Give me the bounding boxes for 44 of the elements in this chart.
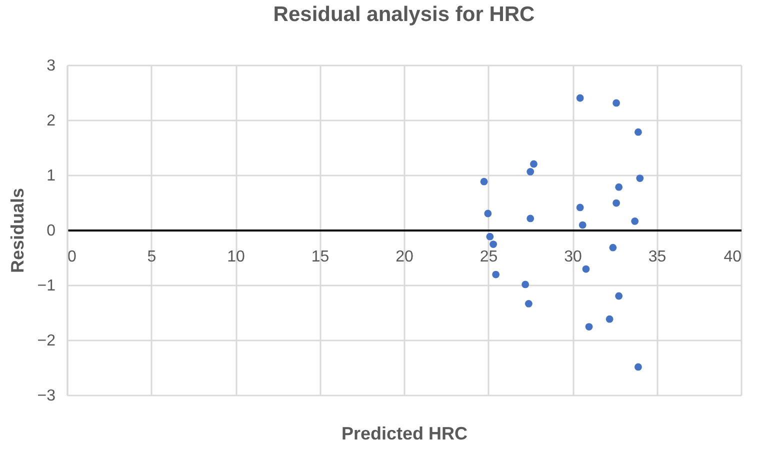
point: [634, 128, 642, 136]
point: [480, 178, 488, 186]
y-axis-title: Residuals: [7, 188, 28, 274]
point: [609, 244, 617, 252]
y-tick-label: −3: [37, 388, 56, 404]
point: [530, 160, 538, 168]
chart-title: Residual analysis for HRC: [273, 3, 535, 26]
point: [615, 292, 623, 300]
point: [631, 218, 639, 225]
point: [636, 174, 644, 182]
x-axis-title: Predicted HRC: [341, 424, 468, 444]
point: [486, 232, 494, 240]
y-tick-label: 0: [46, 222, 56, 240]
point: [634, 363, 642, 371]
x-tick-label: 10: [227, 248, 245, 266]
y-tick-label: −2: [37, 332, 56, 350]
x-tick-label: 5: [147, 248, 156, 266]
x-tick-label: 25: [480, 248, 498, 266]
x-tick-label: 20: [396, 248, 414, 266]
point: [522, 280, 530, 288]
x-tick-label: 15: [311, 248, 330, 266]
point: [578, 221, 586, 229]
point: [524, 300, 532, 308]
x-tick-label: 30: [564, 248, 582, 266]
point: [576, 204, 584, 212]
x-tick-label: 40: [724, 248, 742, 266]
point: [484, 210, 492, 218]
point: [582, 265, 590, 273]
point: [615, 183, 623, 191]
y-tick-label: 2: [46, 112, 56, 130]
y-tick-label: 1: [46, 168, 56, 184]
point: [490, 240, 498, 248]
x-tick-label: 35: [648, 248, 666, 266]
point: [526, 214, 534, 222]
point: [492, 270, 500, 278]
point: [526, 168, 534, 176]
point: [576, 94, 584, 102]
point: [585, 323, 593, 330]
point: [612, 199, 620, 207]
point: [606, 315, 614, 323]
point: [612, 99, 620, 107]
x-tick-label: 0: [68, 248, 76, 266]
y-tick-label: 3: [46, 58, 56, 74]
y-tick-label: −1: [37, 278, 56, 294]
